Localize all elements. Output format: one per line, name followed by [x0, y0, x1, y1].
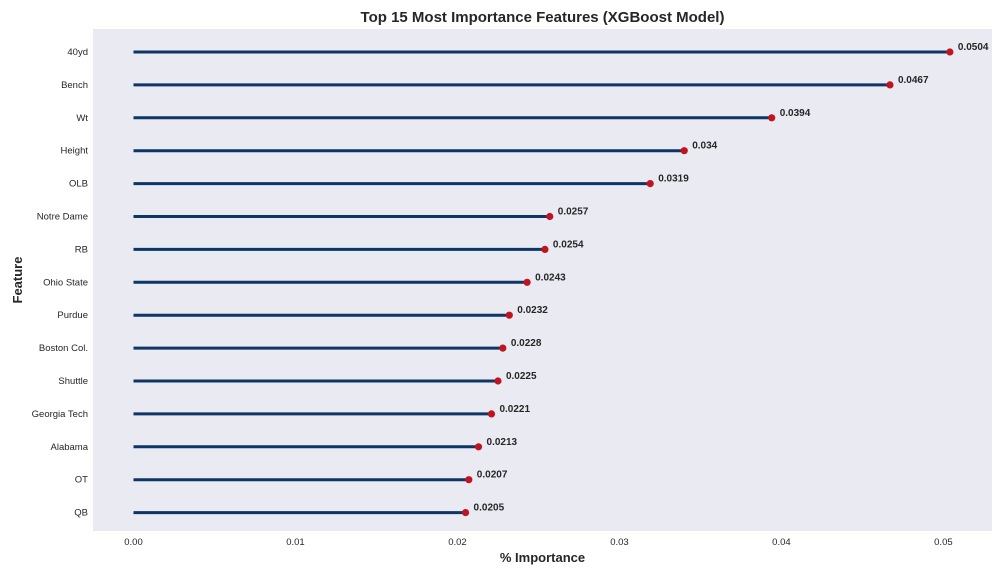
- value-label-shuttle: 0.0225: [506, 371, 537, 382]
- y-tick-label-rb: RB: [75, 244, 88, 255]
- x-tick-label-3: 0.03: [610, 537, 629, 548]
- value-label-rb: 0.0254: [553, 239, 584, 250]
- value-label-height: 0.034: [692, 141, 717, 152]
- chart-title: Top 15 Most Importance Features (XGBoost…: [361, 9, 725, 26]
- value-label-olb: 0.0319: [658, 174, 689, 185]
- marker-wt: [768, 114, 776, 122]
- marker-height: [680, 147, 688, 155]
- y-tick-label-wt: Wt: [76, 113, 88, 124]
- x-tick-labels-group: 0.00 0.01 0.02 0.03 0.04 0.05: [124, 537, 952, 548]
- marker-shuttle: [494, 377, 502, 385]
- stems-group: [133, 50, 950, 515]
- x-axis-title: % Importance: [500, 550, 585, 565]
- y-axis-title: Feature: [10, 257, 25, 304]
- y-tick-label-ot: OT: [75, 475, 88, 486]
- y-tick-label-40yd: 40yd: [67, 47, 88, 58]
- marker-ot: [465, 476, 473, 484]
- y-tick-label-purdue: Purdue: [57, 310, 88, 321]
- value-label-bench: 0.0467: [898, 75, 929, 86]
- value-label-purdue: 0.0232: [517, 305, 548, 316]
- marker-alabama: [474, 443, 483, 451]
- y-tick-label-olb: OLB: [69, 179, 88, 190]
- value-label-alabama: 0.0213: [487, 437, 518, 448]
- y-tick-label-qb: QB: [74, 508, 88, 519]
- value-labels-group: 0.0504 0.0467 0.0394 0.034 0.0319 0.0257 0.025…: [474, 42, 989, 514]
- x-tick-label-2: 0.02: [448, 537, 467, 548]
- value-label-georgia-tech: 0.0221: [499, 404, 530, 415]
- y-tick-label-ohio-state: Ohio State: [43, 277, 88, 288]
- value-label-ohio-state: 0.0243: [535, 272, 566, 283]
- x-tick-label-5: 0.05: [934, 537, 953, 548]
- marker-rb: [541, 245, 549, 253]
- value-label-wt: 0.0394: [780, 108, 811, 119]
- marker-notre-dame: [546, 212, 554, 221]
- marker-purdue: [505, 311, 513, 319]
- y-tick-label-alabama: Alabama: [51, 442, 89, 453]
- value-label-notre-dame: 0.0257: [558, 207, 589, 218]
- value-label-qb: 0.0205: [474, 503, 505, 514]
- y-tick-label-height: Height: [61, 146, 89, 157]
- y-tick-label-notre-dame: Notre Dame: [37, 212, 88, 223]
- y-tick-label-shuttle: Shuttle: [58, 376, 88, 387]
- value-label-ot: 0.0207: [477, 470, 508, 481]
- marker-georgia-tech: [487, 410, 496, 418]
- marker-olb: [646, 180, 654, 188]
- x-tick-label-1: 0.01: [286, 537, 305, 548]
- y-tick-label-bench: Bench: [61, 80, 88, 91]
- y-tick-label-georgia-tech: Georgia Tech: [32, 409, 88, 420]
- marker-boston-col: [499, 344, 507, 352]
- marker-ohio-state: [523, 278, 531, 286]
- x-tick-label-4: 0.04: [772, 537, 791, 548]
- y-tick-labels-group: 40yd Bench Wt Height OLB Notre Dame RB Ohio Sta…: [32, 47, 89, 519]
- marker-qb: [461, 508, 470, 517]
- x-tick-label-0: 0.00: [124, 537, 143, 548]
- y-tick-label-boston-col: Boston Col.: [39, 343, 88, 354]
- value-label-boston-col: 0.0228: [511, 338, 542, 349]
- markers-group: [461, 48, 954, 517]
- value-label-40yd: 0.0504: [958, 42, 989, 53]
- marker-bench: [886, 81, 894, 89]
- marker-40yd: [946, 48, 954, 56]
